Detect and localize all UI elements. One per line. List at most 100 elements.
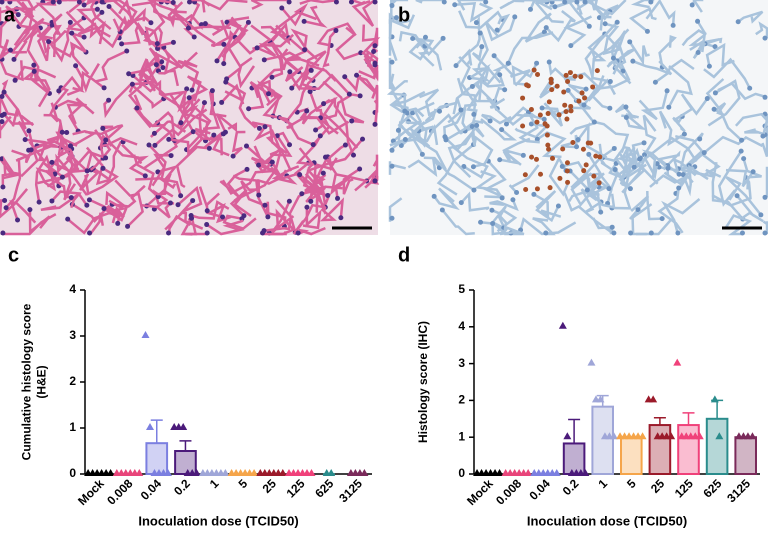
x-tick-label: 0.04 xyxy=(138,476,165,503)
nucleus xyxy=(458,107,463,112)
y-tick-label: 0 xyxy=(69,466,76,480)
stain xyxy=(557,176,562,181)
nucleus xyxy=(308,199,313,204)
x-axis-label: Inoculation dose (TCID50) xyxy=(138,513,298,528)
panel-label: b xyxy=(398,4,410,26)
nucleus xyxy=(396,128,401,133)
nucleus xyxy=(610,225,615,230)
nucleus xyxy=(302,47,307,52)
nucleus xyxy=(574,144,579,149)
nucleus xyxy=(695,19,700,24)
nucleus xyxy=(146,143,151,148)
nucleus xyxy=(32,69,37,74)
nucleus xyxy=(645,29,650,34)
x-tick-label: 1 xyxy=(207,476,222,491)
nucleus xyxy=(584,87,589,92)
nucleus xyxy=(357,166,362,171)
nucleus xyxy=(68,143,73,148)
nucleus xyxy=(489,208,494,213)
stain xyxy=(564,109,569,114)
nucleus xyxy=(49,160,54,165)
stain xyxy=(549,80,554,85)
nucleus xyxy=(660,216,665,221)
nucleus xyxy=(540,105,545,110)
nucleus xyxy=(443,137,448,142)
nucleus xyxy=(423,35,428,40)
x-tick-label: Mock xyxy=(464,476,496,508)
nucleus xyxy=(73,63,78,68)
nucleus xyxy=(26,128,31,133)
nucleus xyxy=(85,168,90,173)
stain xyxy=(545,143,550,148)
x-tick-label: 3125 xyxy=(724,476,753,505)
stain xyxy=(565,180,570,185)
nucleus xyxy=(547,60,552,65)
nucleus xyxy=(221,61,226,66)
x-axis-label: Inoculation dose (TCID50) xyxy=(527,513,687,528)
nucleus xyxy=(270,160,275,165)
nucleus xyxy=(677,172,682,177)
nucleus xyxy=(205,208,210,213)
nucleus xyxy=(204,222,209,227)
stain xyxy=(582,95,587,100)
nucleus xyxy=(471,112,476,117)
nucleus xyxy=(2,90,7,95)
data-point xyxy=(673,359,681,366)
nucleus xyxy=(528,7,533,12)
nucleus xyxy=(560,164,565,169)
x-tick-label: 625 xyxy=(312,476,336,500)
nucleus xyxy=(712,107,717,112)
nucleus xyxy=(371,49,376,54)
nucleus xyxy=(189,216,194,221)
y-axis-label: (H&E) xyxy=(35,365,49,398)
nucleus xyxy=(56,88,61,93)
nucleus xyxy=(11,57,16,62)
y-tick-label: 3 xyxy=(69,328,76,342)
nucleus xyxy=(220,215,225,220)
stain xyxy=(557,112,562,117)
nucleus xyxy=(499,127,504,132)
nucleus xyxy=(390,60,395,65)
nucleus xyxy=(304,108,309,113)
nucleus xyxy=(488,118,493,123)
stain xyxy=(591,174,596,179)
nucleus xyxy=(568,43,573,48)
nucleus xyxy=(100,126,105,131)
data-point xyxy=(142,331,150,338)
stain xyxy=(597,180,602,185)
nucleus xyxy=(171,0,176,5)
nucleus xyxy=(299,191,304,196)
nucleus xyxy=(665,88,670,93)
nucleus xyxy=(373,62,378,67)
nucleus xyxy=(210,88,215,93)
data-point xyxy=(559,322,567,329)
y-tick-label: 5 xyxy=(458,282,465,296)
nucleus xyxy=(471,164,476,169)
nucleus xyxy=(437,109,442,114)
nucleus xyxy=(176,202,181,207)
stain xyxy=(534,120,539,125)
nucleus xyxy=(653,80,658,85)
stain xyxy=(535,186,540,191)
nucleus xyxy=(246,106,251,111)
nucleus xyxy=(675,231,680,236)
nucleus xyxy=(152,143,157,148)
error-bar xyxy=(568,420,580,444)
nucleus xyxy=(649,231,654,236)
nucleus xyxy=(586,152,591,157)
stain xyxy=(576,99,581,104)
nucleus xyxy=(741,156,746,161)
nucleus xyxy=(432,194,437,199)
nucleus xyxy=(500,195,505,200)
data-point xyxy=(711,395,719,402)
nucleus xyxy=(514,190,519,195)
nucleus xyxy=(474,123,479,128)
nucleus xyxy=(130,82,135,87)
nucleus xyxy=(615,20,620,25)
nucleus xyxy=(205,231,210,236)
nucleus xyxy=(603,21,608,26)
x-tick-label: 125 xyxy=(672,476,696,500)
nucleus xyxy=(126,71,131,76)
stain xyxy=(581,147,586,152)
stain xyxy=(545,133,550,138)
